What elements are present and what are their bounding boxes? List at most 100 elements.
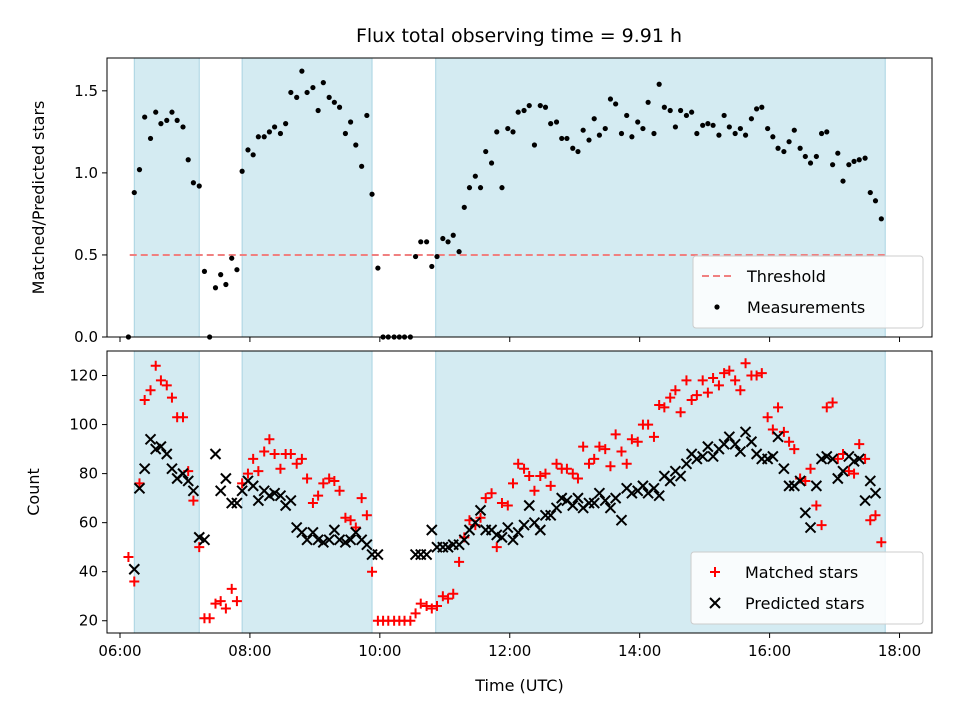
predicted-stars-point bbox=[323, 534, 335, 546]
measurement-point bbox=[737, 125, 743, 132]
predicted-stars-point bbox=[138, 462, 151, 475]
measurement-point bbox=[786, 139, 792, 145]
measurement-point bbox=[245, 147, 251, 153]
predicted-stars-point bbox=[707, 450, 719, 463]
matched-stars-point bbox=[740, 358, 751, 369]
predicted-stars-point bbox=[593, 487, 606, 499]
predicted-stars-point bbox=[209, 448, 222, 460]
matched-stars-point bbox=[605, 461, 616, 472]
matched-stars-point bbox=[535, 471, 546, 482]
predicted-stars-point bbox=[804, 521, 817, 534]
measurement-point bbox=[656, 81, 662, 87]
measurement-point bbox=[548, 121, 554, 127]
measurement-point bbox=[721, 112, 727, 119]
predicted-stars-point bbox=[268, 487, 281, 499]
legend-box bbox=[690, 551, 924, 625]
measurement-point bbox=[807, 160, 814, 166]
predicted-stars-point bbox=[133, 482, 146, 495]
measurement-point bbox=[331, 99, 337, 105]
measurement-point bbox=[791, 127, 797, 133]
matched-stars-point bbox=[166, 392, 177, 403]
legend-matched-swatch bbox=[710, 567, 720, 577]
measurement-point bbox=[239, 168, 245, 174]
measurement-point bbox=[477, 185, 484, 191]
measurement-point bbox=[218, 272, 224, 278]
predicted-stars-point bbox=[274, 489, 287, 502]
measurement-point bbox=[212, 285, 219, 291]
measurement-point bbox=[856, 157, 862, 163]
predicted-stars-point bbox=[853, 453, 865, 465]
matched-stars-point bbox=[259, 446, 270, 457]
matched-stars-point bbox=[730, 375, 741, 386]
bottom-y-axis-label: Count bbox=[24, 468, 43, 516]
matched-stars-point bbox=[697, 375, 708, 386]
bottom-legend: Matched stars Predicted stars bbox=[690, 551, 924, 625]
predicted-stars-point bbox=[626, 487, 638, 499]
legend-label: Threshold bbox=[746, 267, 826, 286]
matched-stars-point bbox=[150, 360, 161, 371]
predicted-stars-point bbox=[550, 502, 563, 514]
matched-stars-point bbox=[334, 485, 345, 496]
predicted-stars-point bbox=[187, 485, 200, 497]
measurement-point bbox=[353, 142, 359, 148]
measurement-point bbox=[304, 89, 310, 96]
measurement-point bbox=[602, 125, 608, 132]
measurement-point bbox=[250, 152, 256, 158]
predicted-stars-point bbox=[572, 492, 584, 504]
measurement-point bbox=[445, 239, 451, 245]
measurement-point bbox=[526, 102, 532, 109]
matched-stars-point bbox=[648, 431, 659, 442]
measurement-point bbox=[288, 89, 294, 96]
matched-stars-point bbox=[632, 436, 643, 447]
measurement-point bbox=[694, 130, 700, 137]
measurement-point bbox=[872, 198, 879, 204]
predicted-stars-point bbox=[864, 475, 876, 487]
matched-stars-point bbox=[204, 613, 215, 624]
x-tick-label: 06:00 bbox=[98, 642, 141, 660]
measurement-point bbox=[830, 162, 836, 168]
predicted-stars-point bbox=[226, 497, 238, 509]
measurement-point bbox=[824, 129, 830, 135]
predicted-stars-point bbox=[583, 497, 595, 509]
matched-stars-point bbox=[329, 475, 340, 486]
predicted-stars-point bbox=[333, 534, 346, 546]
measurement-point bbox=[466, 185, 473, 191]
matched-stars-point bbox=[594, 441, 605, 452]
measurement-point bbox=[429, 263, 435, 270]
matched-stars-point bbox=[762, 412, 773, 423]
matched-stars-point bbox=[805, 463, 816, 474]
legend-box bbox=[692, 255, 924, 329]
matched-stars-point bbox=[529, 485, 540, 496]
matched-stars-point bbox=[849, 468, 860, 479]
predicted-stars-point bbox=[588, 497, 600, 509]
measurement-point bbox=[488, 160, 495, 166]
measurement-point bbox=[434, 253, 440, 260]
matched-stars-point bbox=[415, 598, 426, 609]
measurement-point bbox=[742, 132, 749, 138]
bottom-panel: 20 40 60 80 100 120 06:00 08:00 10:00 12:00 14:00 1… bbox=[24, 350, 933, 695]
measurement-point bbox=[564, 135, 570, 142]
matched-stars-point bbox=[448, 588, 459, 599]
matched-stars-point bbox=[145, 385, 156, 396]
matched-stars-point bbox=[269, 448, 280, 459]
measurement-point bbox=[867, 189, 873, 196]
matched-stars-point bbox=[486, 488, 497, 499]
predicted-stars-point bbox=[826, 453, 839, 465]
matched-stars-point bbox=[248, 453, 259, 464]
measurement-point bbox=[348, 119, 354, 125]
predicted-stars-point bbox=[778, 462, 790, 475]
measurement-point bbox=[185, 157, 191, 163]
predicted-stars-point bbox=[236, 485, 248, 497]
measurement-point bbox=[255, 134, 261, 140]
measurement-point bbox=[283, 121, 289, 127]
legend-label: Measurements bbox=[747, 298, 865, 317]
matched-stars-point bbox=[584, 458, 595, 469]
predicted-stars-point bbox=[859, 494, 871, 507]
matched-stars-point bbox=[578, 441, 589, 452]
measurement-point bbox=[732, 130, 738, 137]
matched-stars-point bbox=[215, 596, 226, 607]
predicted-stars-point bbox=[317, 536, 330, 548]
matched-stars-point bbox=[275, 463, 286, 474]
predicted-stars-point bbox=[567, 499, 579, 512]
